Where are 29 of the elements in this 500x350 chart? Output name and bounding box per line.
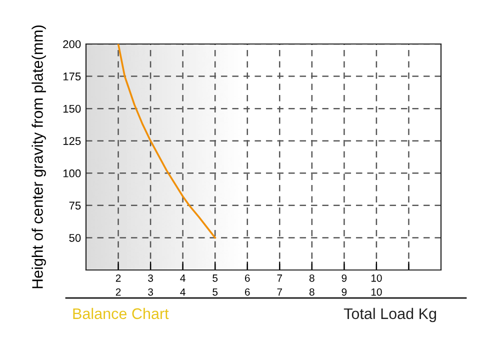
- x-axis-title: Total Load Kg: [344, 308, 436, 322]
- y-tick-label: 100: [63, 169, 81, 178]
- y-tick-label: 175: [63, 72, 81, 80]
- x2-tick-label: 2: [116, 288, 121, 296]
- x-tick-label: 8: [309, 274, 314, 282]
- x2-tick-label: 7: [277, 288, 282, 296]
- x-tick-label: 3: [148, 274, 153, 282]
- x2-tick-label: 4: [180, 288, 186, 296]
- x2-tick-label: 3: [148, 288, 153, 296]
- y-tick-label: 200: [63, 40, 81, 48]
- y-axis-title: Height of center gravity from plate(mm): [32, 25, 46, 288]
- line-series: [117, 44, 216, 239]
- x2-tick-label: 10: [371, 288, 382, 296]
- x2-tick-label: 5: [212, 288, 218, 296]
- x-tick-label: 7: [277, 274, 282, 282]
- x-tick-label: 10: [371, 274, 382, 282]
- y-tick-label: 125: [63, 137, 81, 145]
- x2-tick-label: 6: [244, 288, 250, 296]
- x-tick-label: 6: [244, 274, 250, 282]
- x-tick-label: 9: [342, 274, 347, 282]
- x2-tick-label: 9: [342, 288, 347, 296]
- y-tick-label: 75: [69, 202, 81, 210]
- y-tick-label: 150: [63, 104, 81, 113]
- text: Balance Chart: [73, 308, 169, 320]
- y-tick-label: 50: [69, 234, 81, 242]
- x-tick-label: 2: [116, 274, 121, 282]
- x-tick-label: 5: [212, 274, 218, 282]
- x2-tick-label: 8: [309, 288, 314, 296]
- x-tick-label: 4: [180, 274, 186, 282]
